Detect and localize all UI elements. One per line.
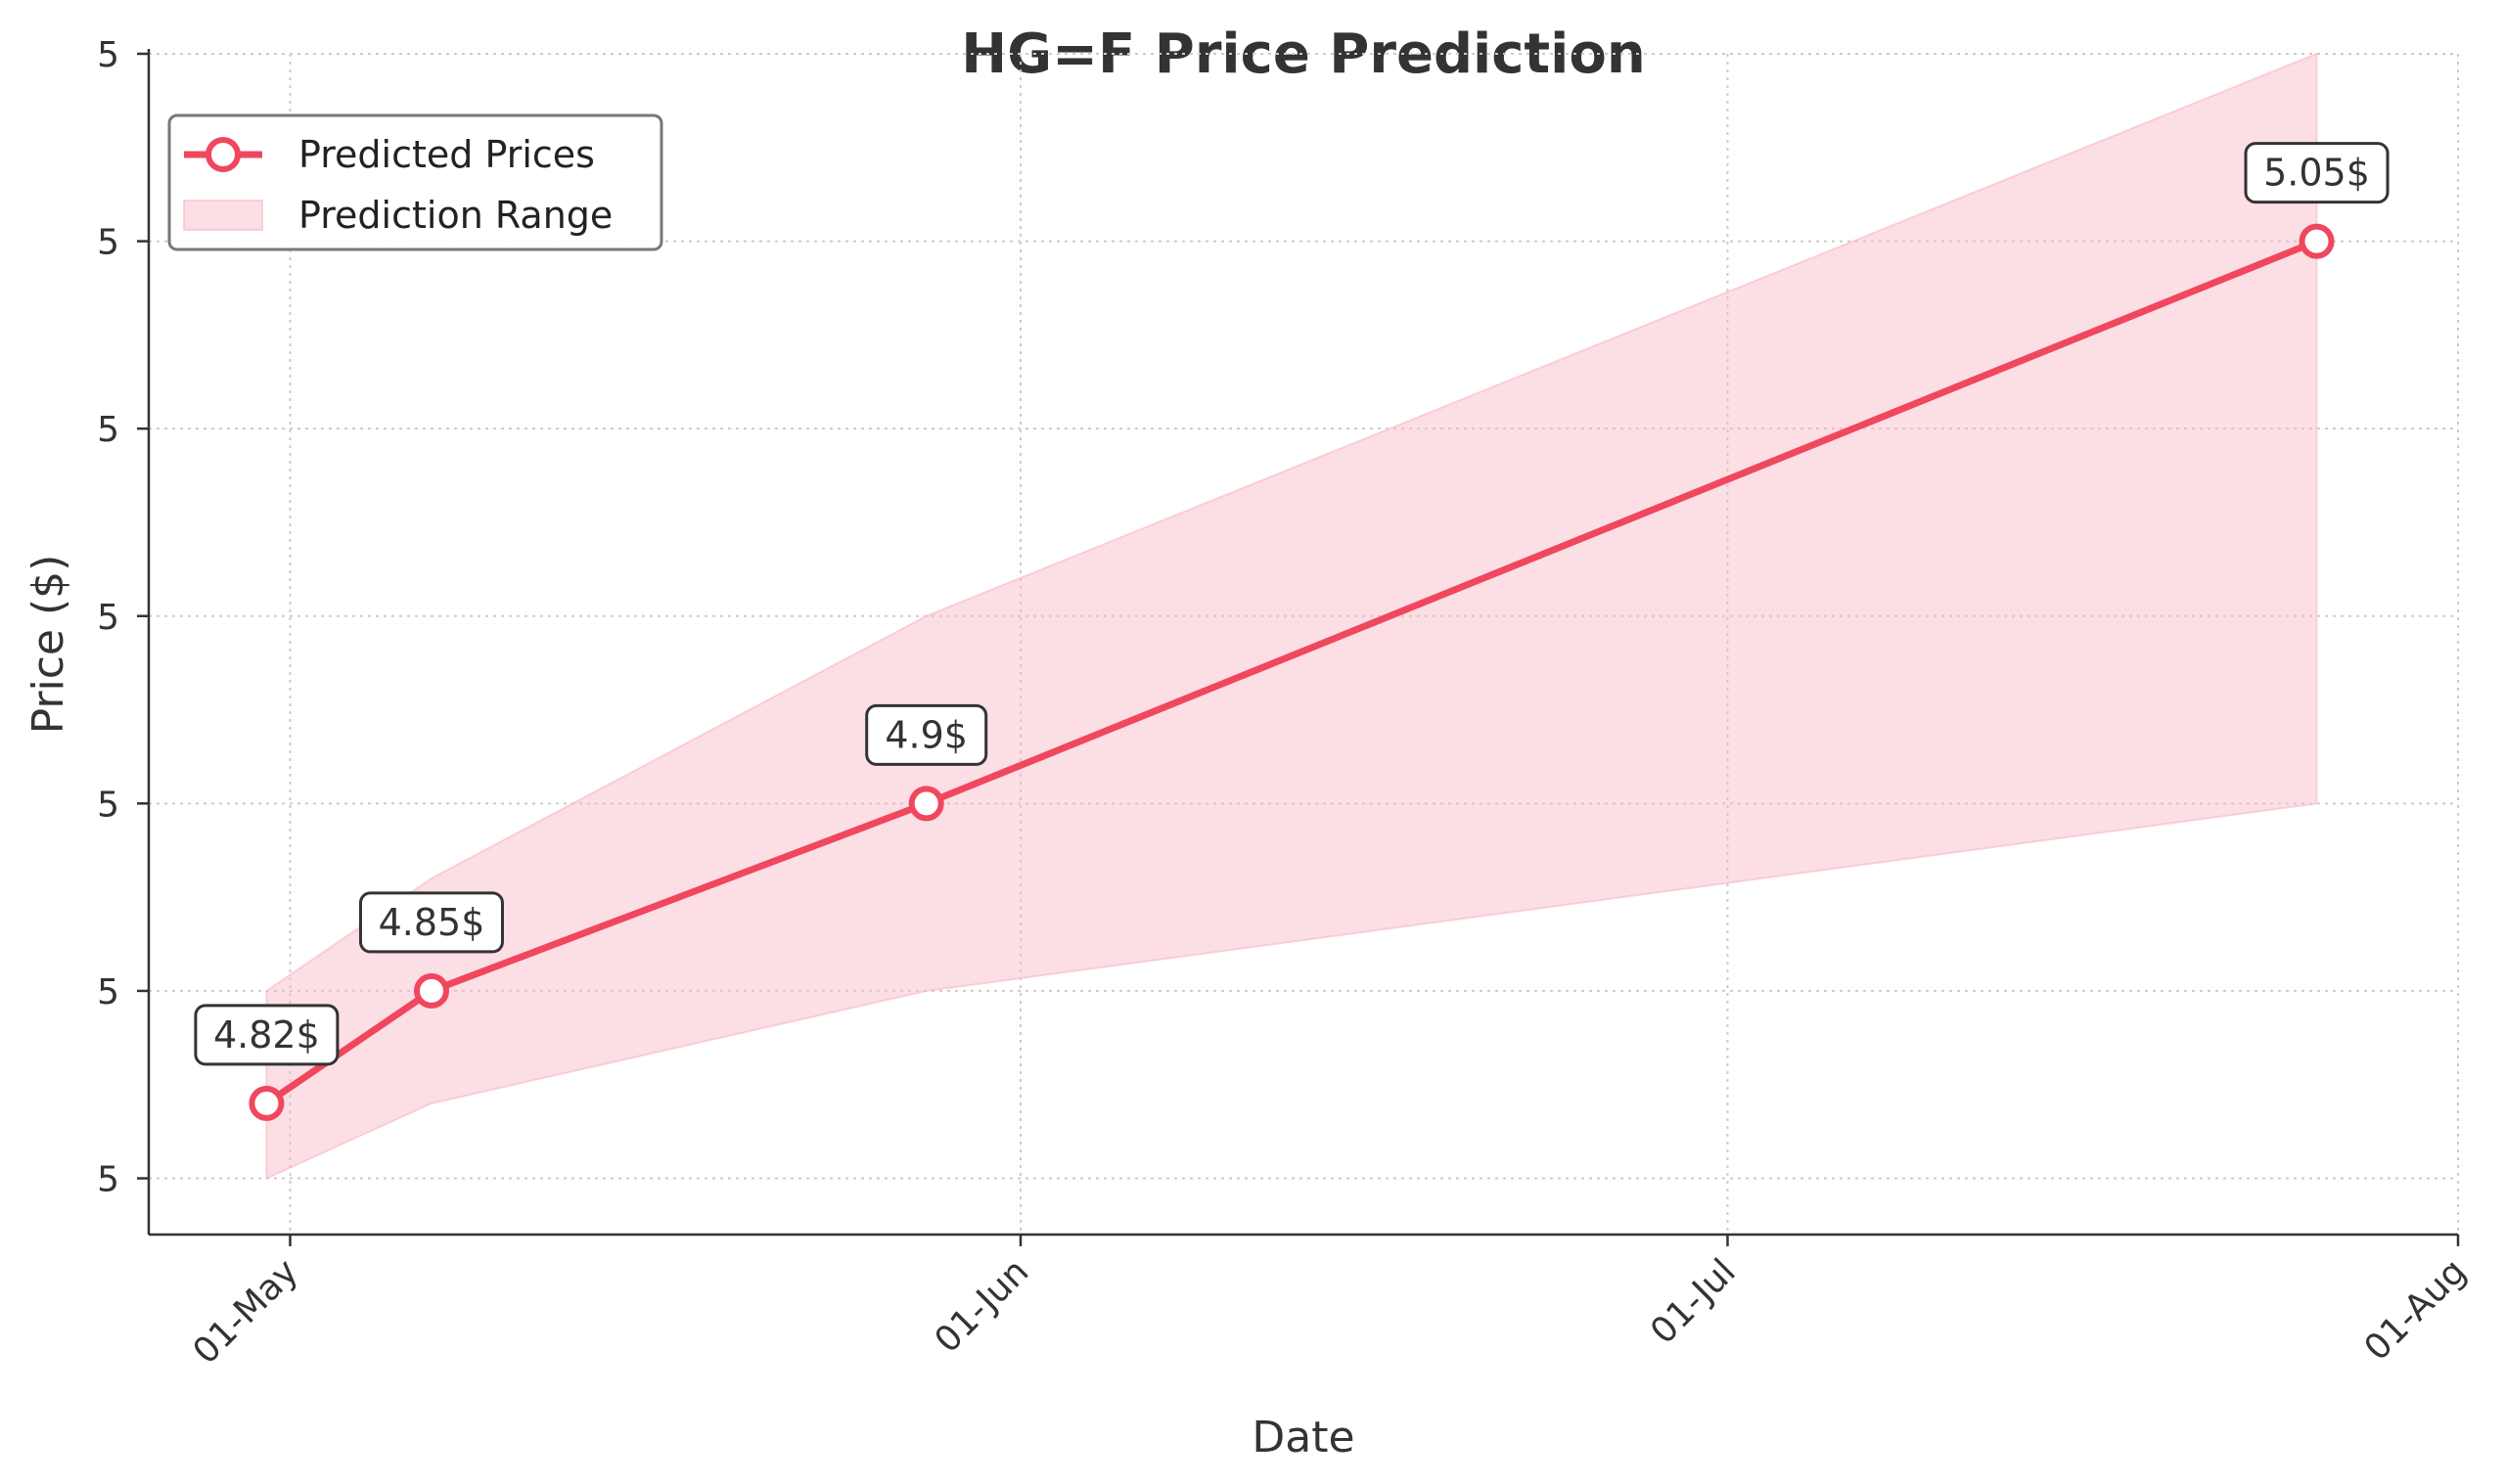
annotations: 4.82$ 4.85$ 4.9$ 5.05$ [194, 142, 2390, 1066]
legend: Predicted Prices Prediction Range [167, 113, 663, 251]
annotation-text: 4.85$ [379, 901, 485, 944]
legend-box [167, 113, 663, 251]
data-point-marker [413, 972, 449, 1009]
annotation-label: 4.9$ [865, 703, 988, 766]
legend-marker-swatch [205, 137, 241, 172]
annotation-box [194, 1004, 340, 1066]
x-tick-label: 01-Jul [1643, 1251, 1744, 1352]
legend-label-predicted-prices: Predicted Prices [298, 133, 595, 176]
annotation-label: 4.85$ [358, 891, 504, 954]
annotation-text: 5.05$ [2263, 152, 2370, 195]
y-axis-label: Price ($) [23, 555, 73, 735]
y-tick-label: 5 [97, 35, 119, 75]
annotation-label: 4.82$ [194, 1004, 340, 1066]
data-point-marker [249, 1085, 285, 1121]
x-tick-label: 01-Jun [928, 1251, 1037, 1361]
x-axis-label: Date [1252, 1413, 1354, 1462]
y-tick-label: 5 [97, 972, 119, 1012]
legend-area-swatch [183, 200, 263, 231]
annotation-box [2244, 142, 2390, 204]
y-tick-label: 5 [97, 223, 119, 263]
annotation-box [865, 703, 988, 766]
prediction-range-area [265, 52, 2318, 1181]
predicted-prices-line [249, 223, 2335, 1121]
data-point-marker [908, 786, 944, 822]
annotation-box [358, 891, 504, 954]
prediction-range-band [265, 52, 2318, 1181]
annotation-label: 5.05$ [2244, 142, 2390, 204]
annotation-text: 4.9$ [885, 713, 968, 756]
y-tick-label: 5 [97, 410, 119, 450]
legend-label-prediction-range: Prediction Range [298, 194, 613, 237]
x-tick-label: 01-May [186, 1251, 306, 1372]
predicted-prices-path [262, 238, 2321, 1107]
y-tick-label: 5 [97, 785, 119, 825]
data-point-marker [2299, 223, 2335, 259]
annotation-text: 4.82$ [213, 1013, 320, 1057]
y-tick-label: 5 [97, 598, 119, 638]
x-tick-label: 01-Aug [2357, 1251, 2475, 1369]
y-tick-label: 5 [97, 1160, 119, 1200]
